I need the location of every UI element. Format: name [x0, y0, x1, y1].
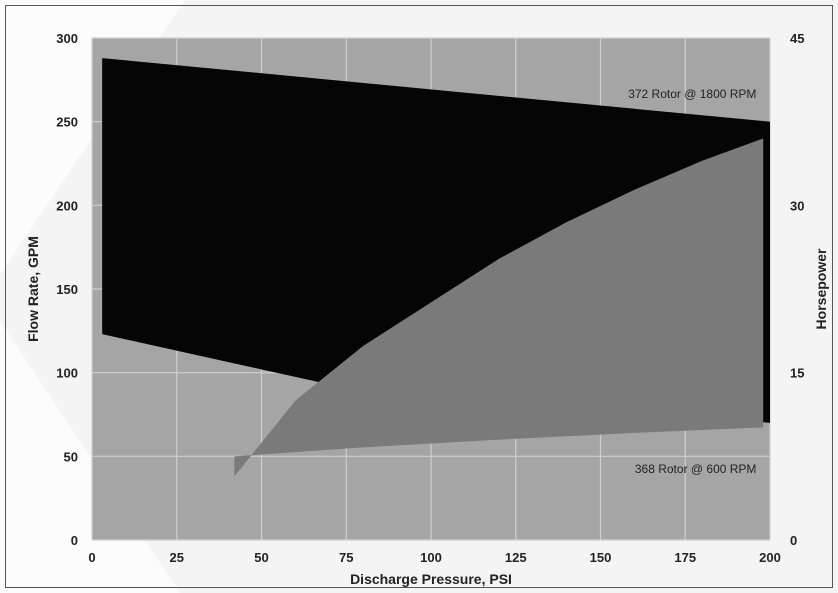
y-tick-label: 300 [56, 31, 78, 46]
x-tick-label: 125 [505, 550, 527, 565]
x-tick-label: 25 [170, 550, 184, 565]
y-axis-label: Flow Rate, GPM [25, 236, 41, 342]
annotations: 372 Rotor @ 1800 RPM 368 Rotor @ 600 RPM [628, 87, 756, 476]
x-tick-label: 75 [339, 550, 353, 565]
y2-tick-label: 30 [790, 198, 804, 213]
y-tick-label: 150 [56, 282, 78, 297]
x-axis-ticks: 0 25 50 75 100 125 150 175 200 [88, 550, 780, 565]
y2-axis-ticks: 0 15 30 45 [790, 31, 804, 548]
y-axis-ticks: 0 50 100 150 200 250 300 [56, 31, 78, 548]
y2-tick-label: 15 [790, 366, 804, 381]
y-tick-label: 0 [71, 533, 78, 548]
x-tick-label: 175 [674, 550, 696, 565]
horsepower-area [234, 138, 764, 477]
annotation-label: 372 Rotor @ 1800 RPM [628, 87, 756, 101]
y-tick-label: 250 [56, 115, 78, 130]
x-tick-label: 0 [88, 550, 95, 565]
x-tick-label: 100 [420, 550, 442, 565]
y-tick-label: 50 [64, 449, 78, 464]
y2-tick-label: 45 [790, 31, 804, 46]
chart-frame [5, 5, 833, 588]
y2-axis-label: Horsepower [813, 248, 829, 329]
y-tick-label: 100 [56, 366, 78, 381]
y-tick-label: 200 [56, 198, 78, 213]
y2-tick-label: 0 [790, 533, 797, 548]
x-axis-label: Discharge Pressure, PSI [350, 571, 512, 587]
annotation-label: 368 Rotor @ 600 RPM [635, 462, 757, 476]
x-tick-label: 150 [590, 550, 612, 565]
data-areas [102, 58, 771, 477]
x-tick-label: 50 [254, 550, 268, 565]
x-tick-label: 200 [759, 550, 781, 565]
